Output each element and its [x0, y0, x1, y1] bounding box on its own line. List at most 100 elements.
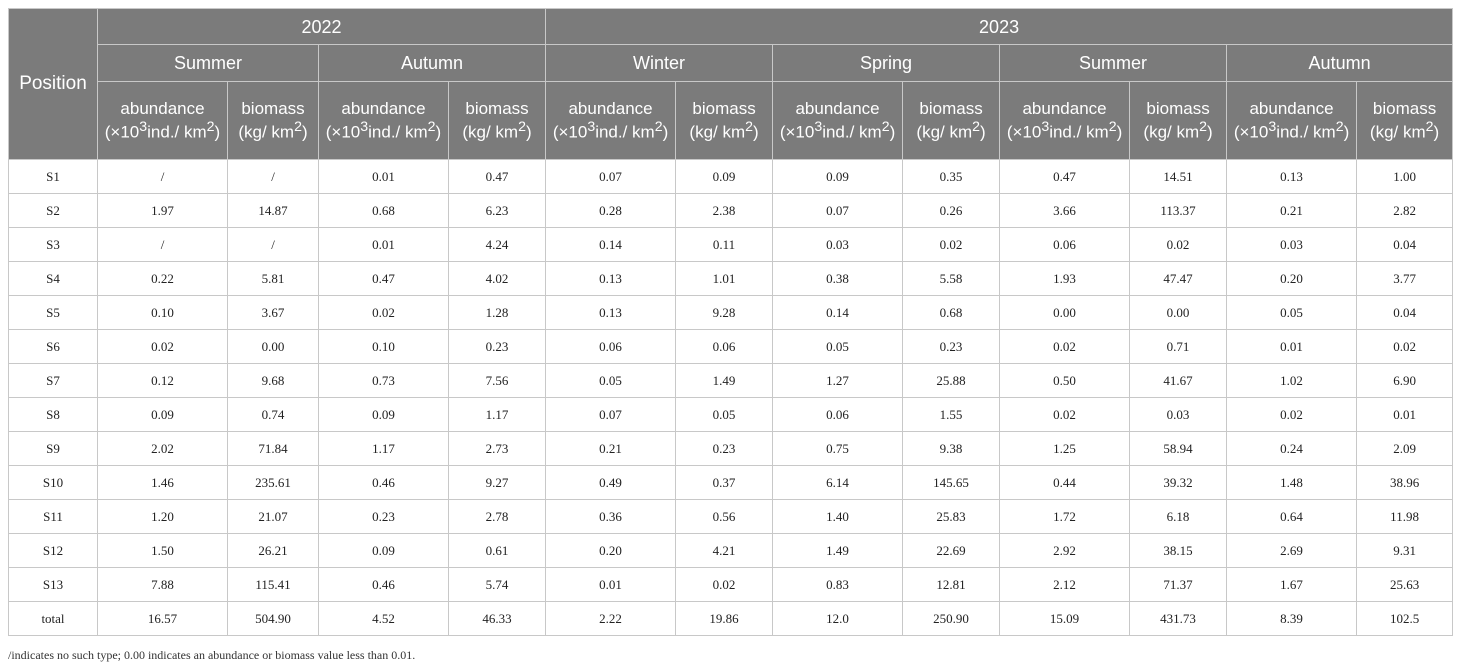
biomass-cell: 0.02 — [1356, 329, 1454, 364]
abundance-cell: 0.01 — [1226, 329, 1358, 364]
biomass-cell: 0.03 — [1129, 397, 1228, 432]
abundance-cell: 0.13 — [545, 261, 677, 296]
biomass-cell: 4.24 — [447, 227, 547, 262]
table-row: S4 0.22 5.81 0.47 4.02 0.13 1.01 0.38 5.58 1.93 47… — [8, 261, 1454, 296]
biomass-cell: 7.56 — [447, 363, 547, 398]
biomass-cell: 0.56 — [675, 499, 774, 534]
abundance-column-header: abundance (×103ind./ km2) — [97, 81, 228, 160]
abundance-cell: 0.07 — [545, 159, 677, 194]
abundance-cell: 0.24 — [1226, 431, 1358, 466]
abundance-cell: 4.52 — [318, 601, 449, 636]
abundance-cell: 0.83 — [772, 567, 904, 602]
abundance-cell: 0.38 — [772, 261, 904, 296]
biomass-cell: 47.47 — [1129, 261, 1228, 296]
position-cell: S4 — [8, 261, 98, 296]
biomass-cell: 2.09 — [1356, 431, 1454, 466]
biomass-cell: 0.71 — [1129, 329, 1228, 364]
biomass-cell: 6.18 — [1129, 499, 1228, 534]
abundance-cell: 0.47 — [999, 159, 1131, 194]
abundance-cell: 2.22 — [545, 601, 677, 636]
biomass-cell: 0.23 — [675, 431, 774, 466]
biomass-cell: 0.68 — [902, 295, 1001, 330]
table-row: S1//0.01 0.47 0.07 0.09 0.09 0.35 0.47 14.51 0.1… — [8, 159, 1454, 194]
biomass-cell: 0.02 — [675, 567, 774, 602]
table-footnote: /indicates no such type; 0.00 indicates … — [8, 648, 416, 662]
abundance-cell: 1.17 — [318, 431, 449, 466]
biomass-cell: 0.11 — [675, 227, 774, 262]
abundance-cell: 0.09 — [97, 397, 228, 432]
biomass-cell: 0.23 — [902, 329, 1001, 364]
biomass-cell: 5.58 — [902, 261, 1001, 296]
abundance-cell: 0.07 — [545, 397, 677, 432]
biomass-cell: 145.65 — [902, 465, 1001, 500]
table-row: S13 7.88 115.41 0.46 5.74 0.01 0.02 0.83 12.81 2.… — [8, 567, 1454, 602]
abundance-cell: 1.25 — [999, 431, 1131, 466]
biomass-cell: 58.94 — [1129, 431, 1228, 466]
biomass-cell: 9.38 — [902, 431, 1001, 466]
abundance-cell: 2.69 — [1226, 533, 1358, 568]
abundance-cell: 1.93 — [999, 261, 1131, 296]
season-header: Summer — [999, 44, 1228, 82]
abundance-cell: 0.44 — [999, 465, 1131, 500]
biomass-cell: 3.77 — [1356, 261, 1454, 296]
table-row: S7 0.12 9.68 0.73 7.56 0.05 1.49 1.27 25.88 0.50 4… — [8, 363, 1454, 398]
abundance-cell: 0.13 — [545, 295, 677, 330]
abundance-cell: 7.88 — [97, 567, 228, 602]
abundance-cell: 0.21 — [1226, 193, 1358, 228]
biomass-cell: 0.04 — [1356, 227, 1454, 262]
abundance-cell: 16.57 — [97, 601, 228, 636]
biomass-cell: 0.02 — [1129, 227, 1228, 262]
biomass-cell: / — [227, 159, 319, 194]
abundance-cell: 0.28 — [545, 193, 677, 228]
biomass-cell: 0.74 — [227, 397, 319, 432]
position-cell: S2 — [8, 193, 98, 228]
table-row: S8 0.09 0.74 0.09 1.17 0.07 0.05 0.06 1.55 0.02 0.… — [8, 397, 1454, 432]
abundance-cell: 0.09 — [318, 533, 449, 568]
biomass-cell: 0.26 — [902, 193, 1001, 228]
biomass-cell: 25.83 — [902, 499, 1001, 534]
biomass-cell: 11.98 — [1356, 499, 1454, 534]
abundance-cell: 0.64 — [1226, 499, 1358, 534]
abundance-cell: 0.06 — [772, 397, 904, 432]
biomass-cell: 115.41 — [227, 567, 319, 602]
biomass-cell: 25.63 — [1356, 567, 1454, 602]
abundance-cell: 0.01 — [318, 159, 449, 194]
biomass-cell: 1.01 — [675, 261, 774, 296]
biomass-cell: 5.74 — [447, 567, 547, 602]
table-row: S11 1.20 21.07 0.23 2.78 0.36 0.56 1.40 25.83 1.7… — [8, 499, 1454, 534]
biomass-cell: 3.67 — [227, 295, 319, 330]
abundance-cell: 0.12 — [97, 363, 228, 398]
biomass-column-header: biomass (kg/ km2) — [675, 81, 774, 160]
biomass-column-header: biomass (kg/ km2) — [227, 81, 319, 160]
biomass-cell: 0.01 — [1356, 397, 1454, 432]
abundance-column-header: abundance (×103ind./ km2) — [999, 81, 1131, 160]
biomass-column-header: biomass (kg/ km2) — [1356, 81, 1454, 160]
table-row: S12 1.50 26.21 0.09 0.61 0.20 4.21 1.49 22.69 2.9… — [8, 533, 1454, 568]
abundance-cell: 0.23 — [318, 499, 449, 534]
abundance-cell: 0.75 — [772, 431, 904, 466]
biomass-cell: 6.90 — [1356, 363, 1454, 398]
position-cell: S12 — [8, 533, 98, 568]
biomass-cell: 0.61 — [447, 533, 547, 568]
abundance-cell: 0.00 — [999, 295, 1131, 330]
biomass-cell: 4.21 — [675, 533, 774, 568]
abundance-cell: 1.02 — [1226, 363, 1358, 398]
position-cell: S3 — [8, 227, 98, 262]
table-row: S5 0.10 3.67 0.02 1.28 0.13 9.28 0.14 0.68 0.00 0.… — [8, 295, 1454, 330]
biomass-cell: 71.37 — [1129, 567, 1228, 602]
biomass-cell: 39.32 — [1129, 465, 1228, 500]
biomass-cell: 22.69 — [902, 533, 1001, 568]
abundance-cell: 0.05 — [545, 363, 677, 398]
biomass-cell: 14.87 — [227, 193, 319, 228]
biomass-cell: 38.96 — [1356, 465, 1454, 500]
biomass-cell: 2.78 — [447, 499, 547, 534]
abundance-cell: 0.05 — [772, 329, 904, 364]
abundance-cell: 8.39 — [1226, 601, 1358, 636]
abundance-cell: 0.46 — [318, 567, 449, 602]
biomass-cell: 0.02 — [902, 227, 1001, 262]
abundance-cell: 0.01 — [318, 227, 449, 262]
biomass-cell: 2.38 — [675, 193, 774, 228]
abundance-cell: 0.03 — [772, 227, 904, 262]
abundance-cell: 15.09 — [999, 601, 1131, 636]
position-cell: S11 — [8, 499, 98, 534]
